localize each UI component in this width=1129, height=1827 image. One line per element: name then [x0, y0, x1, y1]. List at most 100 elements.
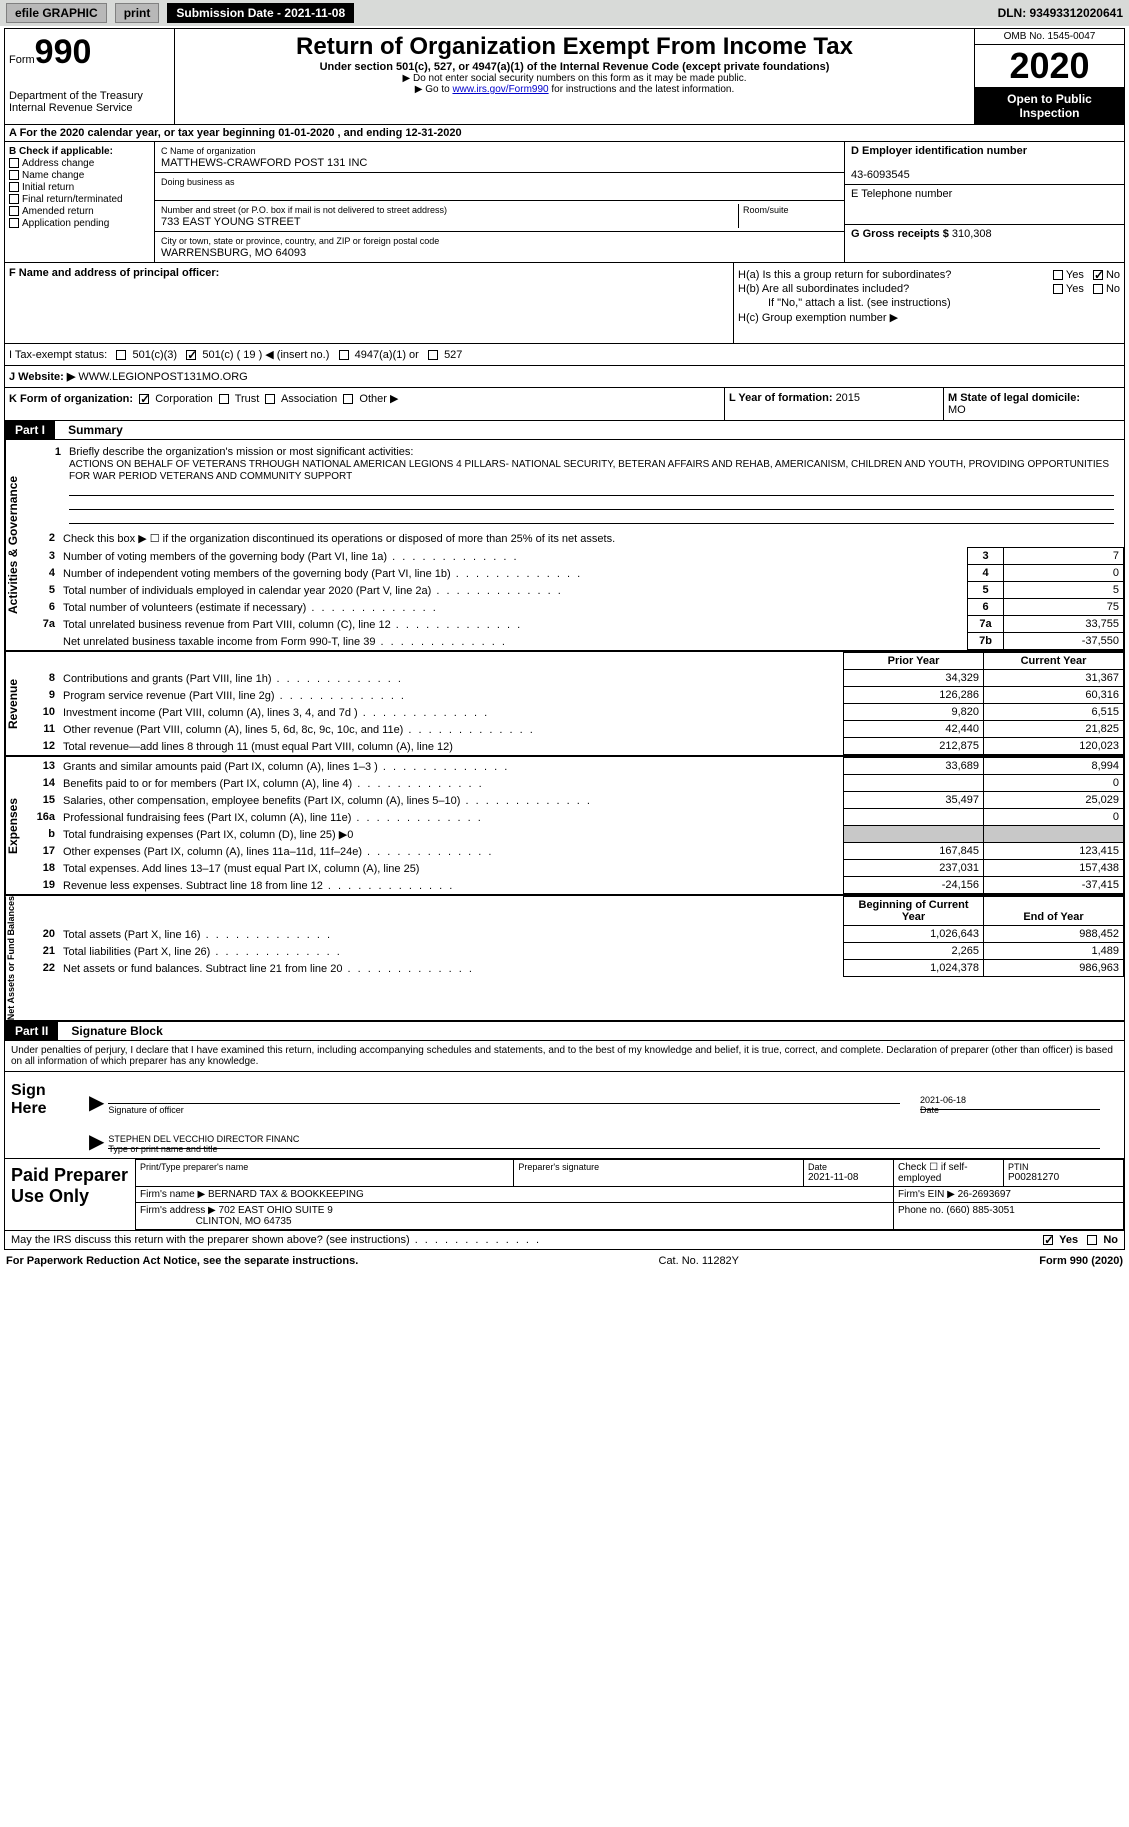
print-button[interactable]: print	[115, 3, 160, 23]
subdate-label: Submission Date -	[176, 6, 284, 20]
line18: 18Total expenses. Add lines 13–17 (must …	[29, 860, 1124, 877]
chk-initial-return[interactable]: Initial return	[9, 182, 150, 193]
street-address: 733 EAST YOUNG STREET	[161, 216, 301, 228]
phone-label: E Telephone number	[851, 188, 952, 200]
firm-addr-lbl: Firm's address ▶	[140, 1205, 216, 1216]
l5n: 5	[29, 582, 59, 599]
website-value: WWW.LEGIONPOST131MO.ORG	[78, 371, 247, 383]
firm-ein: 26-2693697	[958, 1189, 1011, 1200]
l19cy: -37,415	[984, 877, 1124, 894]
chk-assoc[interactable]	[265, 394, 275, 404]
line1-cell: Briefly describe the organization's miss…	[65, 444, 1118, 526]
chk-501c[interactable]	[186, 350, 196, 360]
l5b: 5	[968, 582, 1004, 599]
officer-sig-field[interactable]: Signature of officer	[108, 1103, 900, 1115]
chk-label: Amended return	[22, 206, 94, 217]
paid-table: Print/Type preparer's name Preparer's si…	[135, 1159, 1124, 1230]
line21: 21Total liabilities (Part X, line 26)2,2…	[29, 943, 1124, 960]
sign-here-section: Sign Here ▶ Signature of officer 2021-06…	[5, 1071, 1124, 1159]
ha-no-box[interactable]	[1093, 270, 1103, 280]
title-right: OMB No. 1545-0047 2020 Open to Public In…	[974, 29, 1124, 124]
l20cy: 988,452	[984, 926, 1124, 943]
l7an: 7a	[29, 616, 59, 633]
title-subtitle: Under section 501(c), 527, or 4947(a)(1)…	[183, 61, 966, 73]
firm-addr: 702 EAST OHIO SUITE 9	[219, 1205, 333, 1216]
irs-label: Internal Revenue Service	[9, 102, 170, 114]
opt-501c3: 501(c)(3)	[132, 349, 177, 361]
form-number-big: 990	[35, 33, 92, 71]
l20t: Total assets (Part X, line 16)	[59, 926, 844, 943]
ptin-lbl: PTIN	[1008, 1162, 1119, 1172]
chk-501c3[interactable]	[116, 350, 126, 360]
chk-label: Final return/terminated	[22, 194, 123, 205]
row-m-label: M State of legal domicile:	[948, 392, 1080, 404]
part2-header: Part II Signature Block	[5, 1022, 1124, 1041]
chk-name-change[interactable]: Name change	[9, 170, 150, 181]
l21t: Total liabilities (Part X, line 26)	[59, 943, 844, 960]
chk-4947[interactable]	[339, 350, 349, 360]
row-i-label: I Tax-exempt status:	[9, 349, 107, 361]
l13t: Grants and similar amounts paid (Part IX…	[59, 758, 844, 775]
chk-final-return[interactable]: Final return/terminated	[9, 194, 150, 205]
expenses-body: 13Grants and similar amounts paid (Part …	[29, 757, 1124, 894]
l15py: 35,497	[844, 792, 984, 809]
l22t: Net assets or fund balances. Subtract li…	[59, 960, 844, 977]
footer-center: Cat. No. 11282Y	[659, 1255, 740, 1267]
l16apy	[844, 809, 984, 826]
discuss-yes-box[interactable]	[1043, 1235, 1053, 1245]
section-governance: Activities & Governance 1 Briefly descri…	[5, 440, 1124, 652]
l18cy: 157,438	[984, 860, 1124, 877]
chk-app-pending[interactable]: Application pending	[9, 218, 150, 229]
chk-address-change[interactable]: Address change	[9, 158, 150, 169]
l8py: 34,329	[844, 670, 984, 687]
col-b-checkboxes: B Check if applicable: Address change Na…	[5, 142, 155, 262]
prep-name-cell: Print/Type preparer's name	[136, 1160, 514, 1187]
l6v: 75	[1004, 599, 1124, 616]
ptin-cell: PTINP00281270	[1004, 1160, 1124, 1187]
l19py: -24,156	[844, 877, 984, 894]
prep-sig-cell: Preparer's signature	[514, 1160, 804, 1187]
revenue-table: Prior YearCurrent Year 8Contributions an…	[29, 652, 1124, 755]
chk-corp[interactable]	[139, 394, 149, 404]
l17py: 167,845	[844, 843, 984, 860]
chk-label: Address change	[22, 158, 94, 169]
ha-yes-box[interactable]	[1053, 270, 1063, 280]
l4b: 4	[968, 565, 1004, 582]
discuss-no-box[interactable]	[1087, 1235, 1097, 1245]
firm-name-cell: Firm's name ▶ BERNARD TAX & BOOKKEEPING	[136, 1187, 894, 1203]
h-c: H(c) Group exemption number ▶	[738, 311, 1120, 324]
chk-527[interactable]	[428, 350, 438, 360]
na-cy-hdr: End of Year	[984, 897, 1124, 926]
title-center: Return of Organization Exempt From Incom…	[175, 29, 974, 124]
chk-amended[interactable]: Amended return	[9, 206, 150, 217]
hb-yes-box[interactable]	[1053, 284, 1063, 294]
line2: 2 Check this box ▶ ☐ if the organization…	[29, 530, 1124, 548]
l5t: Total number of individuals employed in …	[59, 582, 968, 599]
chk-other[interactable]	[343, 394, 353, 404]
line17: 17Other expenses (Part IX, column (A), l…	[29, 843, 1124, 860]
subdate-value: 2021-11-08	[284, 6, 345, 20]
l18py: 237,031	[844, 860, 984, 877]
l10t: Investment income (Part VIII, column (A)…	[59, 704, 844, 721]
expenses-table: 13Grants and similar amounts paid (Part …	[29, 757, 1124, 894]
pycy-header: Prior YearCurrent Year	[29, 653, 1124, 670]
website-label: J Website: ▶	[9, 371, 78, 383]
title-note2: ▶ Go to www.irs.gov/Form990 for instruct…	[183, 84, 966, 95]
line3: 3Number of voting members of the governi…	[29, 548, 1124, 565]
chk-trust[interactable]	[219, 394, 229, 404]
note2-post: for instructions and the latest informat…	[549, 84, 735, 95]
rule-line	[69, 482, 1114, 496]
phone-section: E Telephone number	[845, 185, 1124, 225]
l14n: 14	[29, 775, 59, 792]
mission-text: ACTIONS ON BEHALF OF VETERANS TRHOUGH NA…	[69, 459, 1109, 482]
l6b: 6	[968, 599, 1004, 616]
gross-label: G Gross receipts $	[851, 228, 949, 240]
line15: 15Salaries, other compensation, employee…	[29, 792, 1124, 809]
hb-no-box[interactable]	[1093, 284, 1103, 294]
mission-block: 1 Briefly describe the organization's mi…	[29, 440, 1124, 530]
form990-link[interactable]: www.irs.gov/Form990	[452, 84, 548, 95]
l16at: Professional fundraising fees (Part IX, …	[59, 809, 844, 826]
l20py: 1,026,643	[844, 926, 984, 943]
discuss-yn: Yes No	[1043, 1234, 1118, 1246]
col-lm: L Year of formation: 2015 M State of leg…	[724, 388, 1124, 420]
